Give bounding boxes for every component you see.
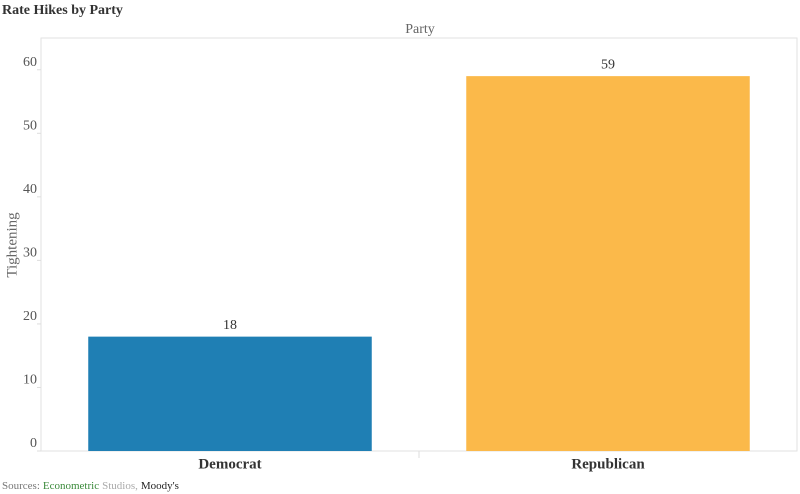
y-tick-label: 60 [23, 55, 37, 70]
source: Sources: Econometric Studios, Moody's [2, 480, 179, 492]
y-tick-label: 20 [23, 309, 37, 324]
y-tick-label: 0 [30, 436, 37, 451]
source-part: Econometric [43, 480, 99, 492]
y-tick-label: 50 [23, 119, 37, 134]
x-tick-label: Republican [571, 456, 645, 472]
bar [466, 76, 750, 451]
value-label: 18 [223, 318, 237, 333]
source-part: Studios, [102, 480, 138, 492]
y-tick-label: 10 [23, 373, 37, 388]
chart-title: Rate Hikes by Party [2, 3, 123, 18]
y-axis-label: Tightening [4, 212, 20, 278]
value-label: 59 [601, 57, 615, 72]
source-part: Moody's [141, 480, 179, 492]
x-tick-label: Democrat [198, 456, 261, 472]
bar [88, 336, 372, 451]
source-part: Sources: [2, 480, 40, 492]
y-tick-label: 40 [23, 182, 37, 197]
column-header: Party [405, 22, 435, 37]
y-tick-label: 30 [23, 246, 37, 261]
